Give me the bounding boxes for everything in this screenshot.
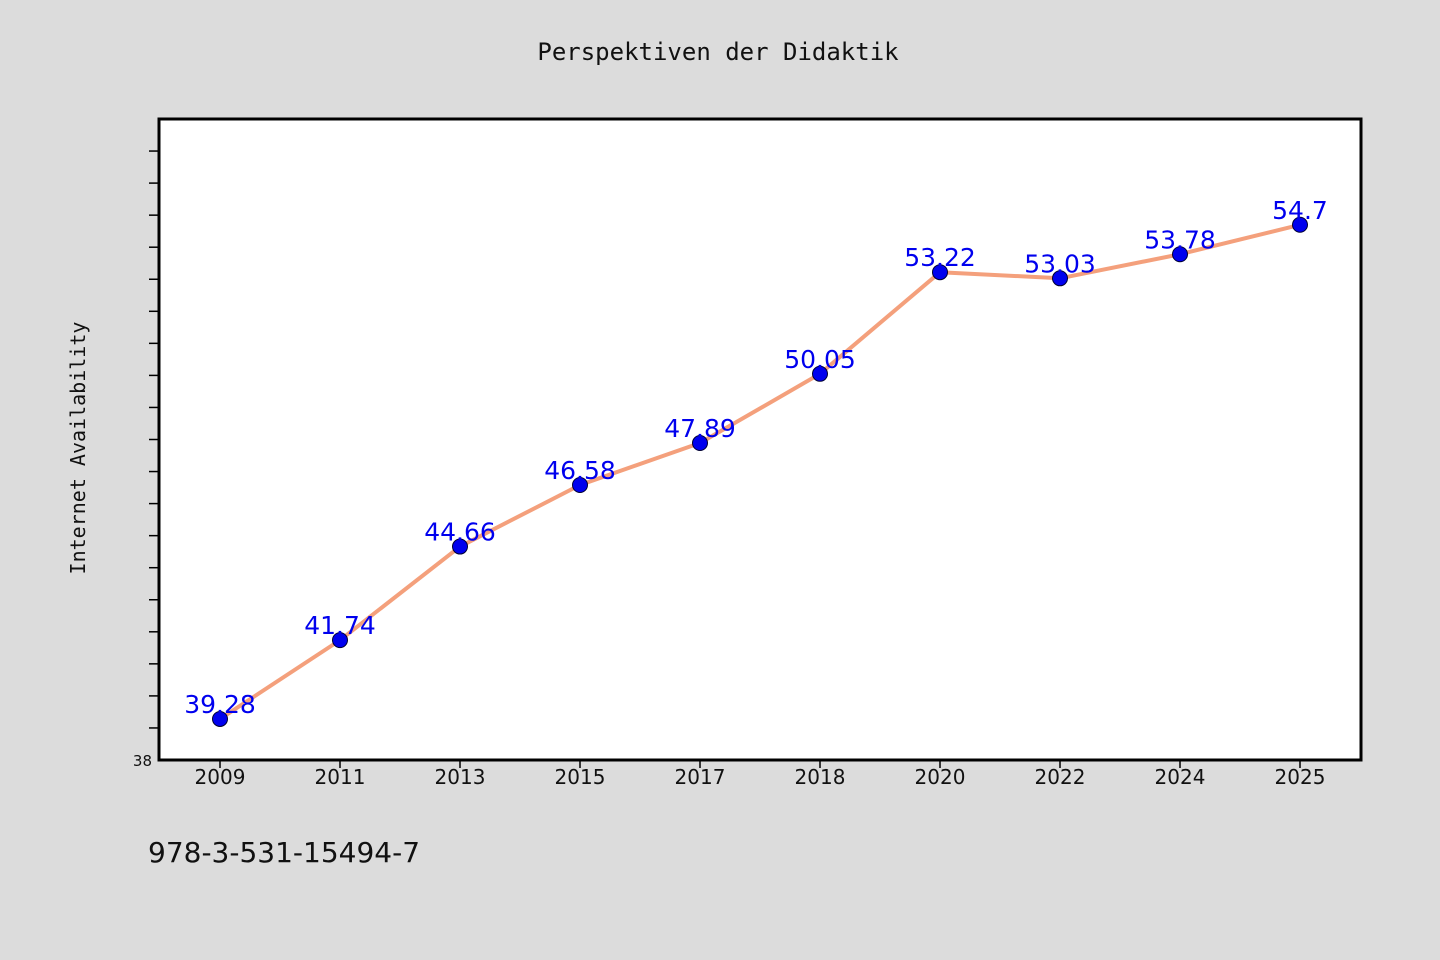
footer-code: 978-3-531-15494-7: [148, 836, 421, 869]
data-point: [1172, 246, 1188, 263]
series-layer: 39.28 41.74 44.66 46.58 47.89 50.05 53.22 53.03…: [184, 196, 1328, 727]
y-axis-ticks: 38: [133, 150, 159, 770]
x-tick-label: 2024: [1155, 765, 1206, 789]
data-point: [1292, 216, 1308, 233]
data-label: 53.78: [1144, 225, 1216, 254]
data-label: 53.22: [904, 243, 976, 272]
x-axis-ticks: 2009 2011 2013 2015 2017 2018 2020 2022 2024 2025: [195, 760, 1326, 789]
data-label: 41.74: [304, 611, 376, 640]
data-point: [1052, 270, 1068, 287]
x-tick-label: 2018: [795, 765, 846, 789]
data-label: 44.66: [424, 518, 496, 547]
data-point: [212, 710, 228, 727]
data-point: [572, 477, 588, 494]
x-tick-label: 2013: [435, 765, 486, 789]
data-label: 50.05: [784, 345, 856, 374]
y-axis-label: Internet Availability: [66, 322, 90, 575]
x-tick-label: 2017: [675, 765, 726, 789]
x-tick-label: 2022: [1035, 765, 1086, 789]
x-tick-label: 2020: [915, 765, 966, 789]
x-tick-label: 2011: [315, 765, 366, 789]
plot-area: [157, 117, 1363, 762]
data-label: 54.7: [1272, 196, 1328, 225]
y-tick-label: 38: [133, 752, 152, 770]
data-label: 39.28: [184, 690, 256, 719]
data-point: [812, 365, 828, 382]
x-tick-label: 2015: [555, 765, 606, 789]
x-tick-label: 2025: [1275, 765, 1326, 789]
data-label: 53.03: [1024, 249, 1096, 278]
data-point: [332, 632, 348, 649]
x-tick-label: 2009: [195, 765, 246, 789]
data-point: [692, 435, 708, 452]
chart-title: Perspektiven der Didaktik: [537, 38, 899, 66]
data-label: 46.58: [544, 456, 616, 485]
data-point: [452, 538, 468, 555]
data-point: [932, 264, 948, 281]
series-line: [218, 222, 1302, 721]
data-label: 47.89: [664, 414, 736, 443]
